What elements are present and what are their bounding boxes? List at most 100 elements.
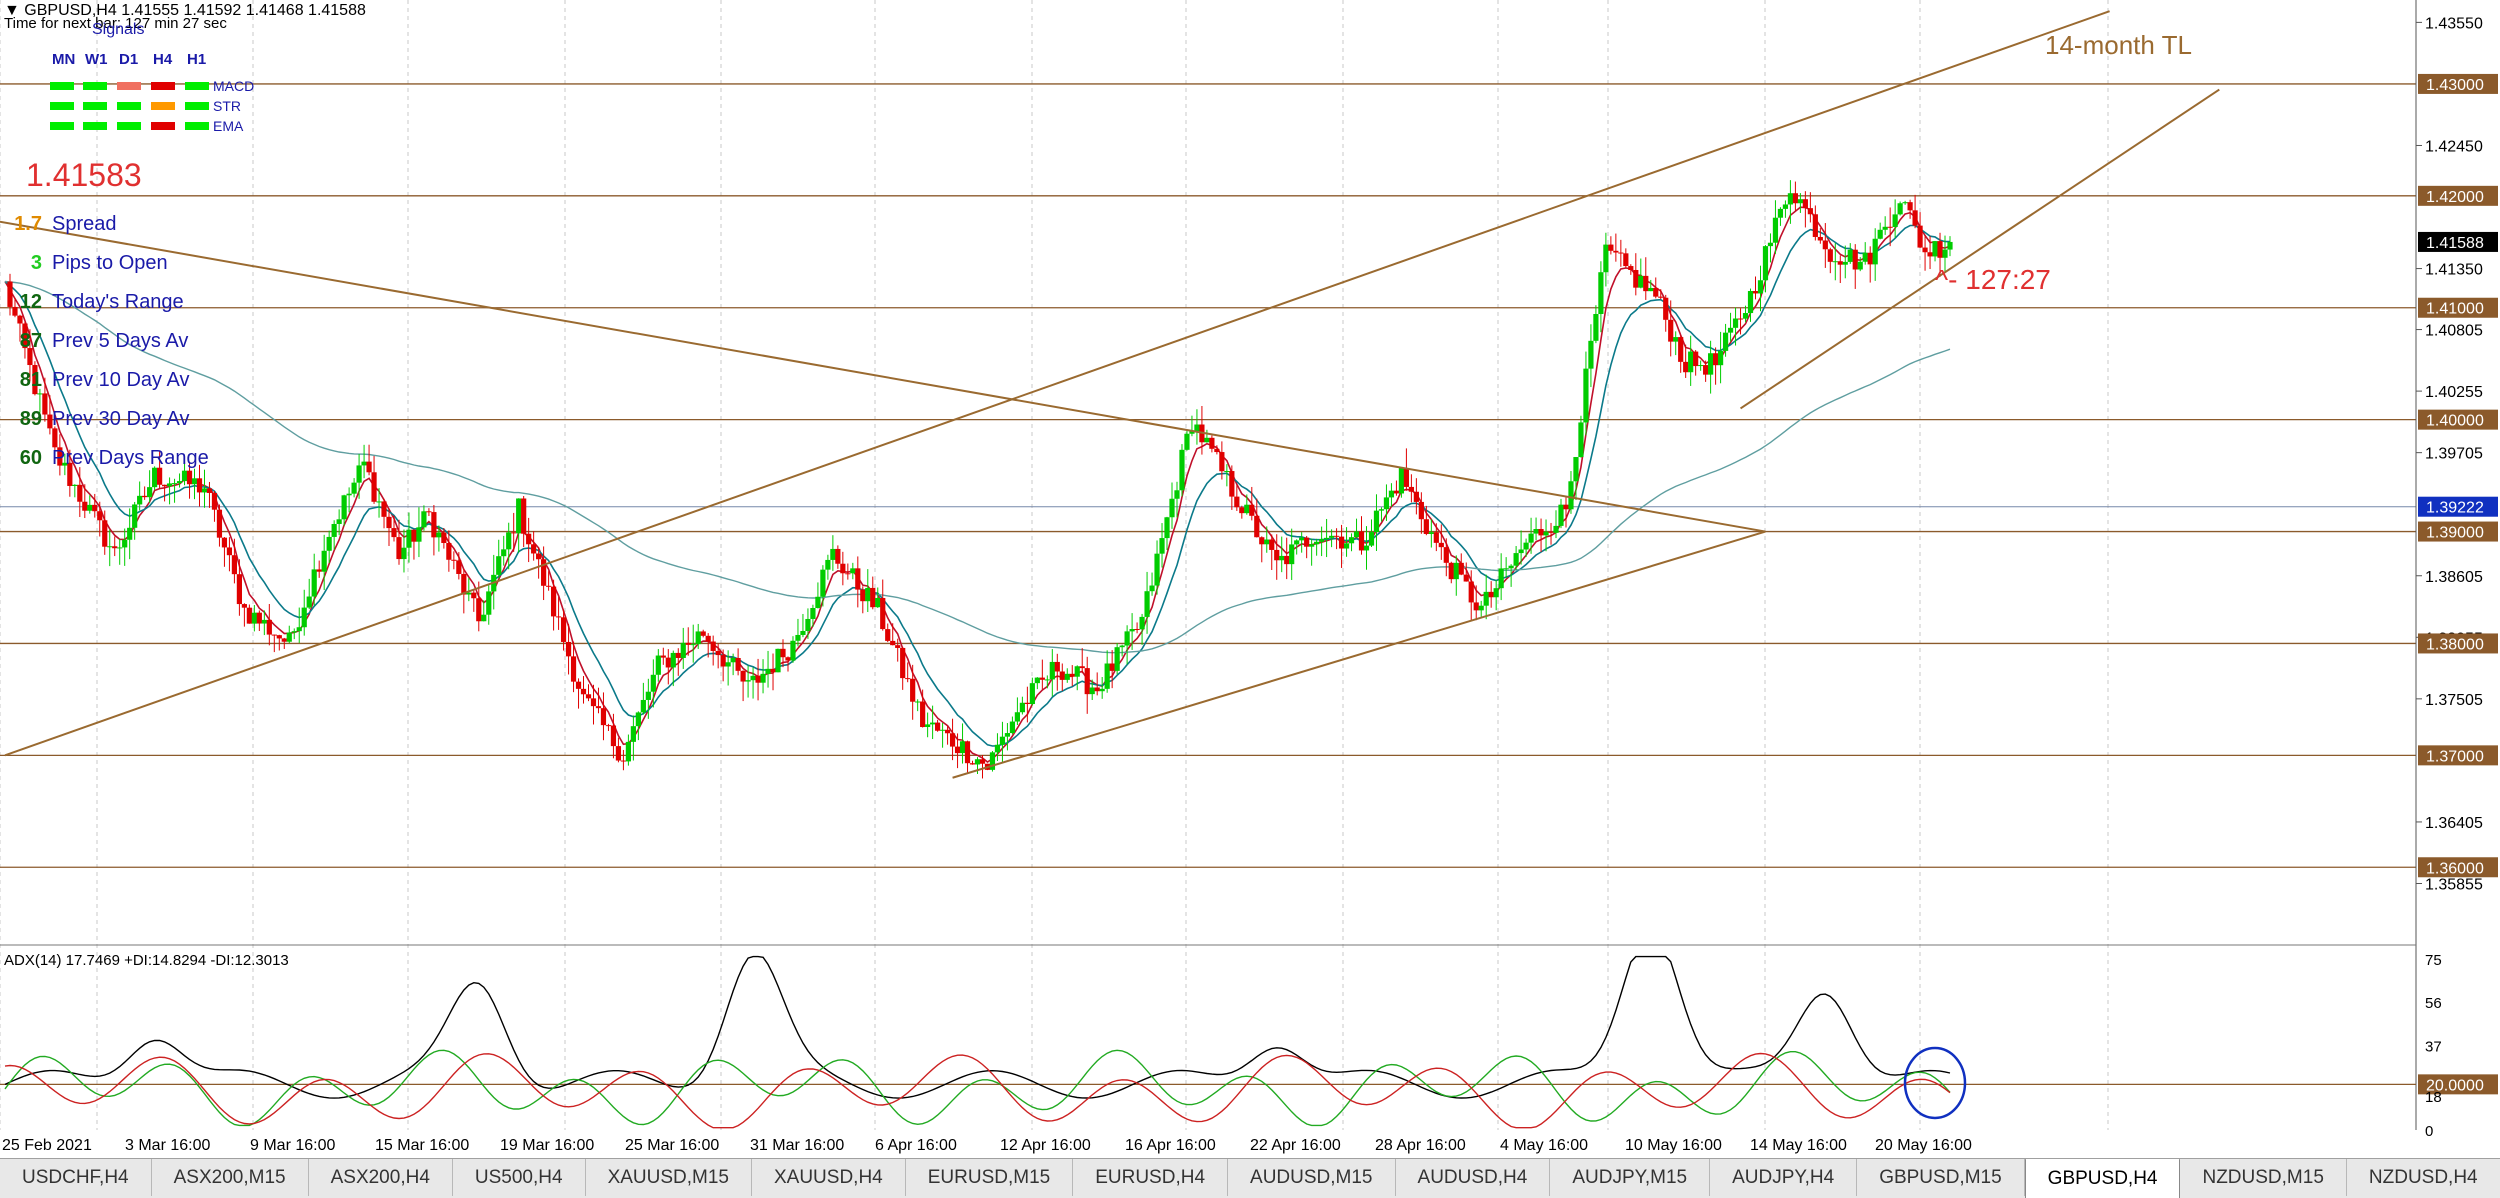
time-label: 16 Apr 16:00	[1125, 1137, 1216, 1154]
tab-xauusd-m15[interactable]: XAUUSD,M15	[586, 1159, 752, 1196]
candle-body	[1867, 252, 1873, 265]
tab-eurusd-m15[interactable]: EURUSD,M15	[906, 1159, 1074, 1196]
candle-body	[550, 586, 557, 617]
candle-body	[1638, 275, 1644, 288]
tab-asx200-h4[interactable]: ASX200,H4	[309, 1159, 453, 1196]
candle-body	[1593, 314, 1599, 341]
candle-body	[231, 555, 238, 575]
tab-audusd-h4[interactable]: AUDUSD,H4	[1396, 1159, 1551, 1196]
candle-body	[97, 511, 103, 521]
candle-body	[1433, 532, 1439, 543]
price-level-tag	[2418, 73, 2498, 94]
candle-body	[1069, 673, 1075, 677]
tab-nzdusd-m15[interactable]: NZDUSD,M15	[2180, 1159, 2347, 1196]
adx-tick-label: 75	[2425, 952, 2442, 969]
time-label: 25 Mar 16:00	[625, 1137, 719, 1154]
price-level-label: 1.39000	[2426, 525, 2484, 542]
candle-body	[870, 587, 876, 608]
candle-body	[655, 655, 661, 675]
adx-tick-label: 18	[2425, 1089, 2442, 1106]
candle-body	[1109, 663, 1115, 671]
signal-row-label: STR	[213, 98, 241, 114]
candle-body	[1094, 687, 1100, 692]
time-label: 12 Apr 16:00	[1000, 1137, 1091, 1154]
candle-body	[1363, 545, 1370, 551]
price-level-label: 1.40000	[2426, 413, 2484, 430]
time-label: 6 Apr 16:00	[875, 1137, 957, 1154]
tab-eurusd-h4[interactable]: EURUSD,H4	[1073, 1159, 1229, 1196]
price-tick-label: 1.36405	[2425, 815, 2483, 832]
candle-body	[281, 638, 287, 642]
candle-body	[1378, 509, 1385, 511]
price-level-tag	[2418, 231, 2498, 252]
candle-body	[266, 619, 272, 635]
candle-body	[1024, 702, 1030, 705]
signal-timeframe: D1	[119, 51, 138, 68]
candle-body	[1902, 202, 1908, 204]
candle-body	[700, 631, 706, 636]
candle-body	[52, 428, 58, 448]
candle-body	[1648, 287, 1654, 292]
candle-body	[62, 462, 68, 466]
tab-gbpusd-m15[interactable]: GBPUSD,M15	[1857, 1159, 2025, 1196]
candle-body	[1179, 449, 1185, 491]
candle-body	[630, 726, 636, 742]
candle-body	[890, 640, 896, 646]
candle-body	[157, 467, 163, 485]
price-chart[interactable]: ▼ GBPUSD,H4 1.41555 1.41592 1.41468 1.41…	[0, 0, 2500, 1158]
candle-body	[191, 478, 198, 485]
signal-indicator	[83, 122, 107, 130]
price-tick-label: 1.40805	[2425, 323, 2483, 340]
signal-timeframe: H4	[153, 51, 173, 68]
candle-body	[1398, 467, 1405, 494]
tab-asx200-m15[interactable]: ASX200,M15	[152, 1159, 309, 1196]
candle-body	[406, 529, 412, 548]
candle-body	[885, 629, 891, 641]
candle-body	[710, 641, 716, 651]
candle-body	[1862, 252, 1868, 262]
candle-body	[1034, 677, 1040, 684]
stat-value: 81	[20, 369, 42, 391]
candle-body	[1224, 471, 1230, 473]
candle-body	[361, 461, 367, 466]
candle-body	[1523, 542, 1529, 550]
tab-audusd-m15[interactable]: AUDUSD,M15	[1228, 1159, 1396, 1196]
price-level-label: 1.42000	[2426, 189, 2484, 206]
price-tick-label: 1.38605	[2425, 569, 2483, 586]
tab-audjpy-m15[interactable]: AUDJPY,M15	[1550, 1159, 1711, 1196]
candle-body	[1029, 683, 1035, 705]
tab-gbpusd-h4[interactable]: GBPUSD,H4	[2024, 1159, 2181, 1198]
tab-nzdusd-h4[interactable]: NZDUSD,H4	[2347, 1159, 2500, 1196]
tab-audjpy-h4[interactable]: AUDJPY,H4	[1710, 1159, 1858, 1196]
tab-xauusd-h4[interactable]: XAUUSD,H4	[752, 1159, 906, 1196]
candle-body	[1259, 537, 1265, 545]
candle-body	[1353, 531, 1360, 538]
tab-us500-h4[interactable]: US500,H4	[453, 1159, 586, 1196]
candle-body	[565, 641, 572, 657]
candle-body	[301, 607, 307, 628]
candle-body	[132, 504, 138, 528]
price-level-label: 1.38000	[2426, 636, 2484, 653]
candle-body	[541, 559, 547, 586]
tab-usdchf-h4[interactable]: USDCHF,H4	[0, 1159, 152, 1196]
candle-body	[795, 634, 801, 641]
candle-body	[850, 568, 856, 574]
candle-body	[1309, 544, 1315, 547]
candle-body	[336, 519, 342, 524]
candle-body	[935, 722, 941, 731]
candle-body	[1443, 547, 1449, 563]
candle-body	[181, 470, 188, 482]
candle-body	[775, 648, 781, 673]
candle-body	[117, 547, 123, 549]
candle-body	[161, 484, 168, 487]
candle-body	[7, 281, 13, 307]
candle-body	[1842, 261, 1848, 265]
candle-body	[695, 631, 701, 645]
candle-body	[1343, 543, 1350, 549]
candle-body	[865, 587, 871, 602]
candle-body	[954, 746, 961, 754]
candle-body	[1832, 261, 1838, 263]
candle-body	[1613, 250, 1619, 253]
candle-body	[1643, 275, 1649, 292]
ema-slow	[4, 280, 1951, 654]
